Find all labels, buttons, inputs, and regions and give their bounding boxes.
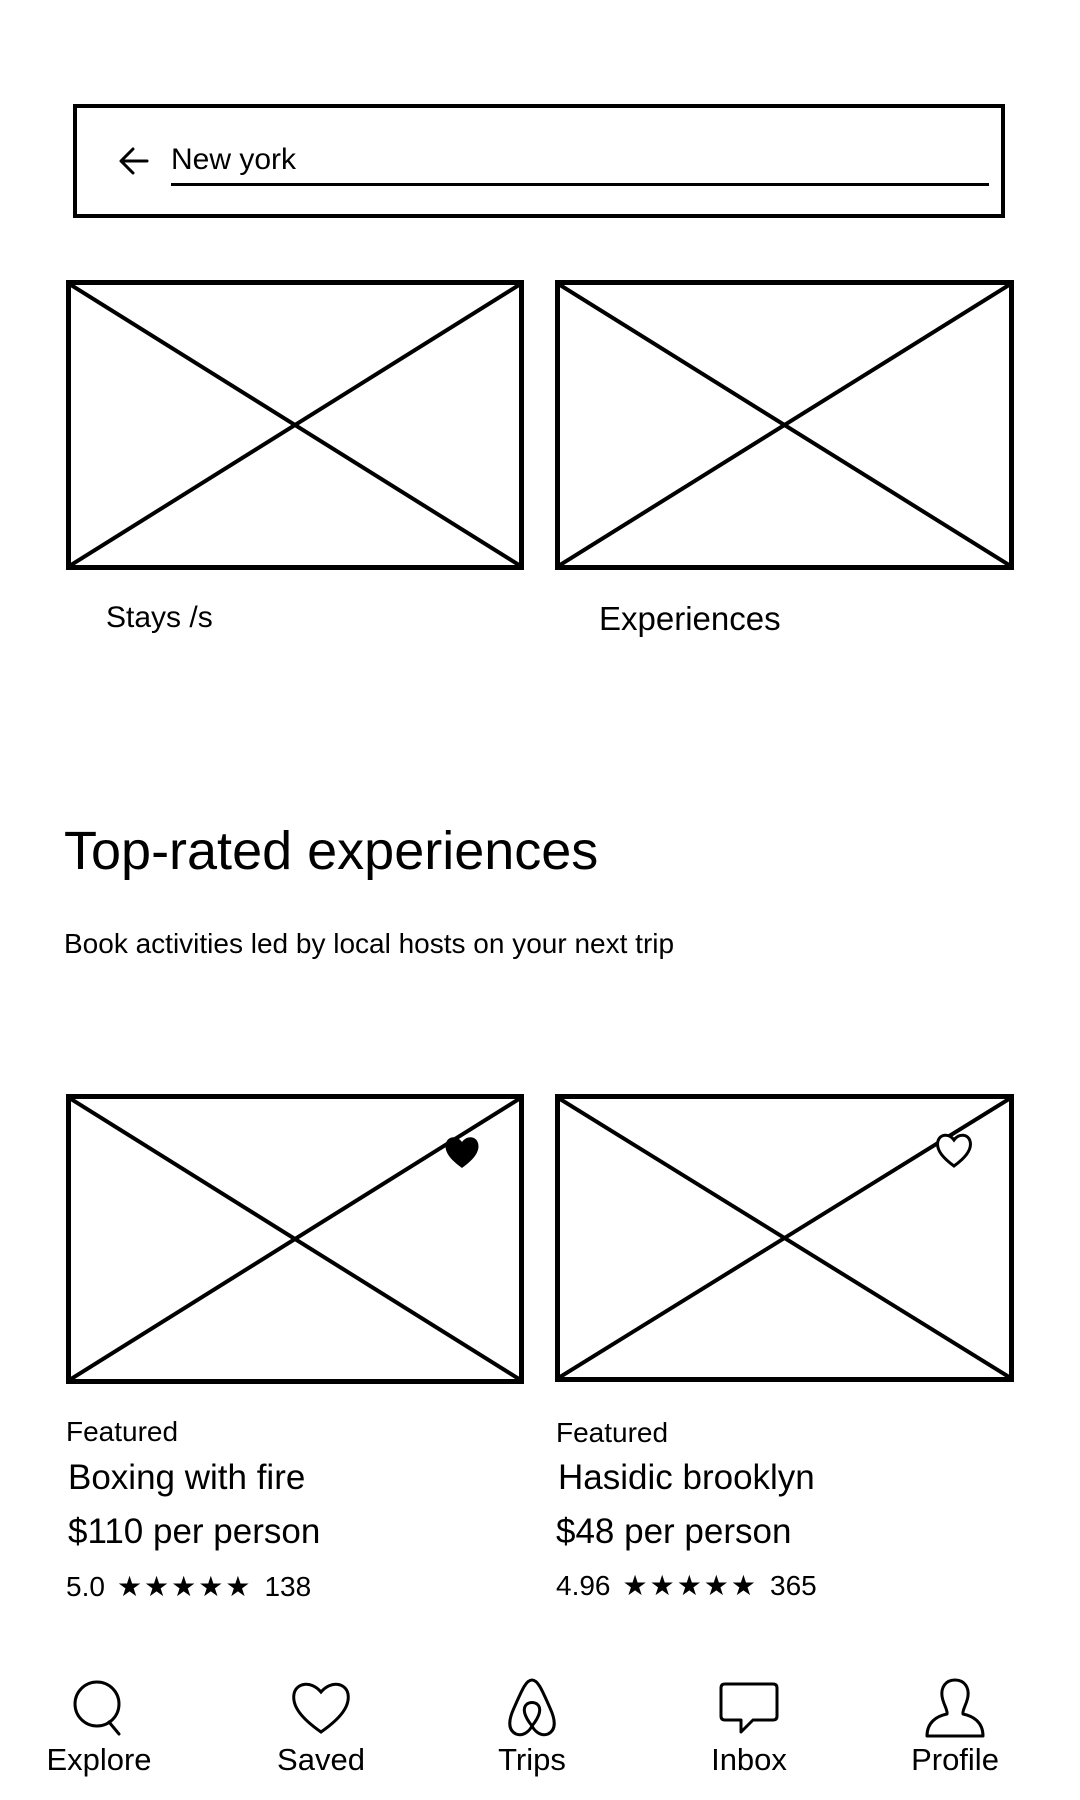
experience-price: $48 per person [556, 1512, 792, 1551]
search-icon [73, 1680, 121, 1736]
nav-label: Explore [46, 1742, 152, 1777]
nav-item-saved[interactable]: Saved [236, 1676, 406, 1786]
experience-rating-row: 4.96 ★★★★★ 365 [556, 1569, 817, 1602]
experience-title[interactable]: Hasidic brooklyn [558, 1458, 815, 1497]
experience-rating-row: 5.0 ★★★★★ 138 [66, 1570, 311, 1603]
heart-icon [292, 1682, 350, 1734]
placeholder-cross-icon [71, 285, 519, 565]
favorite-heart-filled-icon[interactable] [442, 1132, 482, 1172]
back-arrow-icon[interactable] [117, 144, 151, 178]
section-title: Top-rated experiences [64, 821, 599, 881]
experience-price: $110 per person [68, 1512, 321, 1551]
placeholder-cross-icon [560, 285, 1009, 565]
nav-label: Saved [277, 1742, 365, 1777]
category-label-stays[interactable]: Stays /s [106, 601, 213, 634]
favorite-heart-outline-icon[interactable] [934, 1130, 974, 1170]
trips-logo-icon [508, 1678, 556, 1737]
experience-title[interactable]: Boxing with fire [68, 1458, 306, 1497]
nav-label: Inbox [711, 1742, 787, 1777]
experience-tag: Featured [556, 1417, 669, 1448]
placeholder-cross-icon [71, 1099, 519, 1379]
nav-label: Trips [498, 1742, 566, 1777]
profile-icon [925, 1678, 985, 1738]
section-subtitle: Book activities led by local hosts on yo… [64, 928, 675, 959]
chat-bubble-icon [719, 1682, 779, 1734]
category-label-experiences[interactable]: Experiences [599, 600, 781, 637]
rating-value: 4.96 [556, 1569, 611, 1601]
star-rating-icon: ★★★★★ [116, 1571, 253, 1602]
stays-image-placeholder[interactable] [66, 280, 524, 570]
nav-item-inbox[interactable]: Inbox [664, 1676, 834, 1786]
review-count: 138 [264, 1570, 312, 1602]
search-input[interactable] [171, 136, 989, 186]
nav-item-profile[interactable]: Profile [870, 1676, 1040, 1786]
experience-tag: Featured [66, 1416, 179, 1447]
search-bar [73, 104, 1005, 218]
rating-value: 5.0 [66, 1570, 105, 1602]
experiences-image-placeholder[interactable] [555, 280, 1014, 570]
nav-item-explore[interactable]: Explore [14, 1676, 184, 1786]
nav-item-trips[interactable]: Trips [447, 1676, 617, 1786]
star-rating-icon: ★★★★★ [622, 1570, 759, 1601]
review-count: 365 [770, 1569, 817, 1601]
nav-label: Profile [911, 1742, 999, 1777]
placeholder-cross-icon [560, 1099, 1009, 1377]
